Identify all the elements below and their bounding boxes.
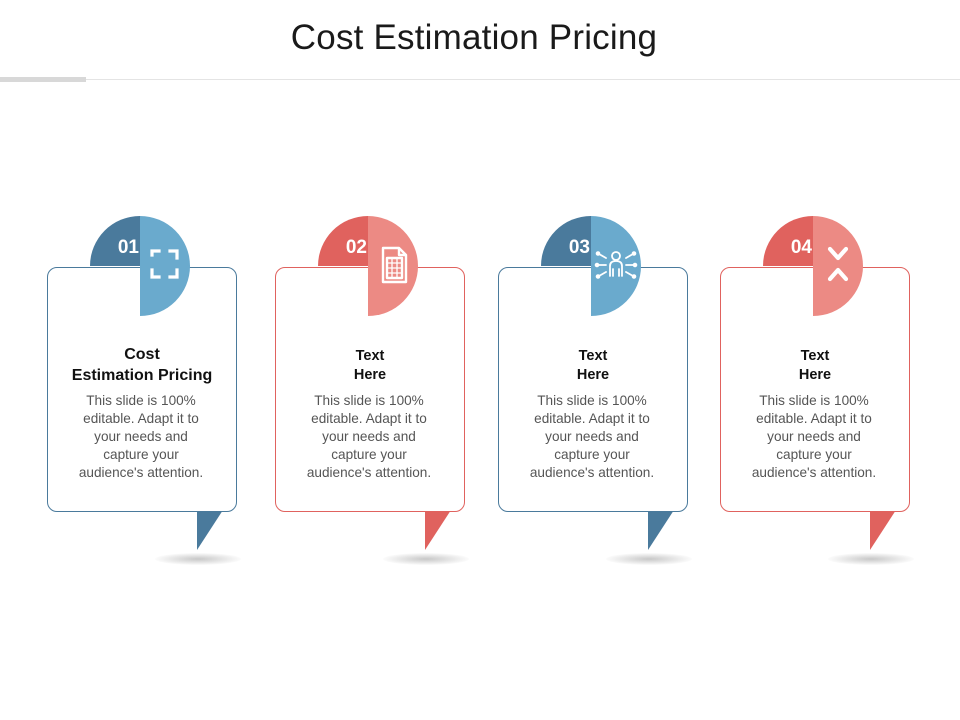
page-title: Cost Estimation Pricing: [290, 18, 658, 57]
badge-quarter-dark: [541, 216, 591, 266]
card-heading-line: Cost: [124, 346, 160, 363]
calculator-document-icon: [381, 246, 408, 284]
person-network-icon: [594, 251, 638, 279]
card-heading-line: Here: [576, 367, 610, 384]
step-card-1: 01 Cost Estimation Pricing This slide is …: [47, 216, 241, 576]
card-body: This slide is 100% editable. Adapt it to…: [529, 393, 655, 480]
step-card-3: 03 Text Here This slide is 100% editable.…: [498, 216, 692, 576]
badge-half-light: [368, 216, 418, 316]
step-number: 03: [568, 237, 590, 258]
card-heading-line: Here: [798, 367, 832, 384]
card-heading: Text Here: [724, 347, 906, 386]
card-heading-line: Text: [800, 348, 830, 364]
card-pointer: [870, 510, 896, 550]
card-shadow: [155, 553, 241, 565]
card-heading: Text Here: [279, 347, 461, 386]
badge-half-light: [813, 216, 863, 316]
badge-quarter-dark: [90, 216, 140, 266]
title-divider: [0, 79, 960, 80]
step-number: 02: [345, 237, 367, 258]
badge-quarter-dark: [318, 216, 368, 266]
step-number: 04: [790, 237, 812, 258]
step-number: 01: [117, 237, 139, 258]
card-body: This slide is 100% editable. Adapt it to…: [78, 393, 204, 480]
card-pointer: [425, 510, 451, 550]
card-body: This slide is 100% editable. Adapt it to…: [751, 393, 877, 480]
card-heading-line: Here: [353, 367, 387, 384]
card-heading-line: Estimation Pricing: [71, 367, 213, 385]
card-heading-line: Text: [578, 348, 608, 364]
scan-frame-icon: [150, 249, 179, 279]
step-card-4: 04 Text Here This slide is 100% editable.…: [720, 216, 914, 576]
card-shadow: [383, 553, 469, 565]
card-shadow: [828, 553, 914, 565]
card-heading: Cost Estimation Pricing: [51, 344, 233, 387]
card-shadow: [606, 553, 692, 565]
title-accent-bar: [0, 77, 86, 82]
card-pointer: [648, 510, 674, 550]
badge-quarter-dark: [763, 216, 813, 266]
badge-half-light: [591, 216, 641, 316]
card-heading: Text Here: [502, 347, 684, 386]
step-card-2: 02 Text Here This slide is 100% editable.…: [275, 216, 469, 576]
card-body: This slide is 100% editable. Adapt it to…: [306, 393, 432, 480]
badge-half-light: [140, 216, 190, 316]
card-pointer: [197, 510, 223, 550]
card-heading-line: Text: [355, 348, 385, 364]
collapse-chevrons-icon: [827, 246, 849, 282]
